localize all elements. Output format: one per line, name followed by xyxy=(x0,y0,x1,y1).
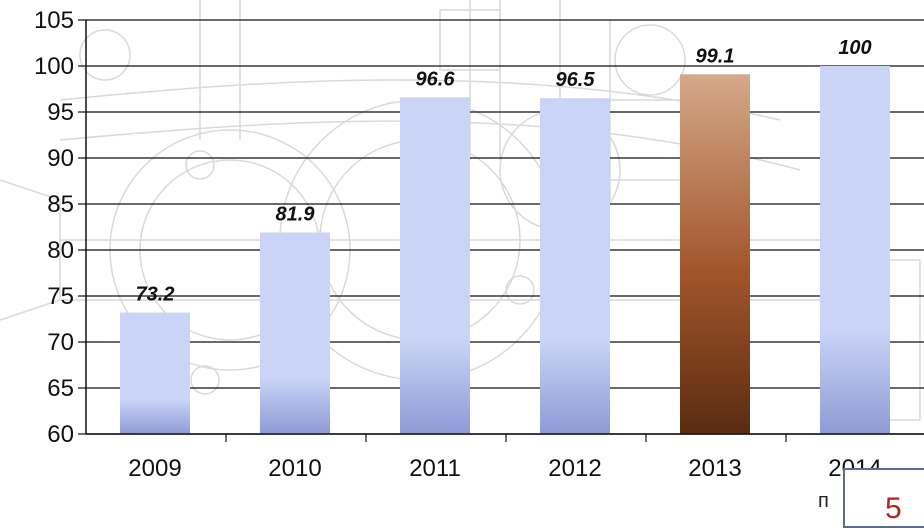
bar-2012 xyxy=(540,98,610,434)
data-label: 96.6 xyxy=(416,68,456,90)
gridlines xyxy=(86,19,924,435)
y-tick-label: 80 xyxy=(47,237,74,264)
y-tick-label: 85 xyxy=(47,191,74,218)
bar-2010 xyxy=(260,232,330,434)
y-tick-label: 65 xyxy=(47,375,74,402)
bar-2013 xyxy=(680,74,750,434)
y-tick-label: 105 xyxy=(34,7,74,34)
page-number-box: 5 xyxy=(843,468,924,528)
x-tick-label: 2009 xyxy=(128,455,181,482)
bar-2014 xyxy=(820,66,890,434)
y-tick-label: 100 xyxy=(34,53,74,80)
footnote-mark: п xyxy=(818,490,829,512)
bars xyxy=(120,66,890,434)
data-label: 81.9 xyxy=(276,204,316,226)
y-tick-label: 95 xyxy=(47,99,74,126)
data-label: 99.1 xyxy=(696,45,735,67)
data-label: 73.2 xyxy=(136,284,175,306)
y-tick-label: 60 xyxy=(47,421,74,448)
x-tick-label: 2011 xyxy=(409,455,461,482)
y-tick-label: 75 xyxy=(47,283,74,310)
data-labels: 73.2 81.9 96.6 96.5 99.1 100 xyxy=(136,37,872,306)
data-label: 100 xyxy=(838,37,871,59)
y-tick-label: 90 xyxy=(47,145,74,172)
x-tick-label: 2013 xyxy=(688,455,741,482)
page-number: 5 xyxy=(885,492,902,525)
data-label: 96.5 xyxy=(556,69,596,91)
bar-2011 xyxy=(400,97,470,434)
axes xyxy=(78,19,924,442)
y-tick-labels: 60 65 70 75 80 85 90 95 100 105 xyxy=(34,7,74,448)
x-tick-label: 2012 xyxy=(548,455,601,482)
y-tick-label: 70 xyxy=(47,329,74,356)
bar-2009 xyxy=(120,312,190,434)
x-tick-label: 2010 xyxy=(268,455,321,482)
x-tick-labels: 200920102011201220132014 xyxy=(128,455,881,482)
